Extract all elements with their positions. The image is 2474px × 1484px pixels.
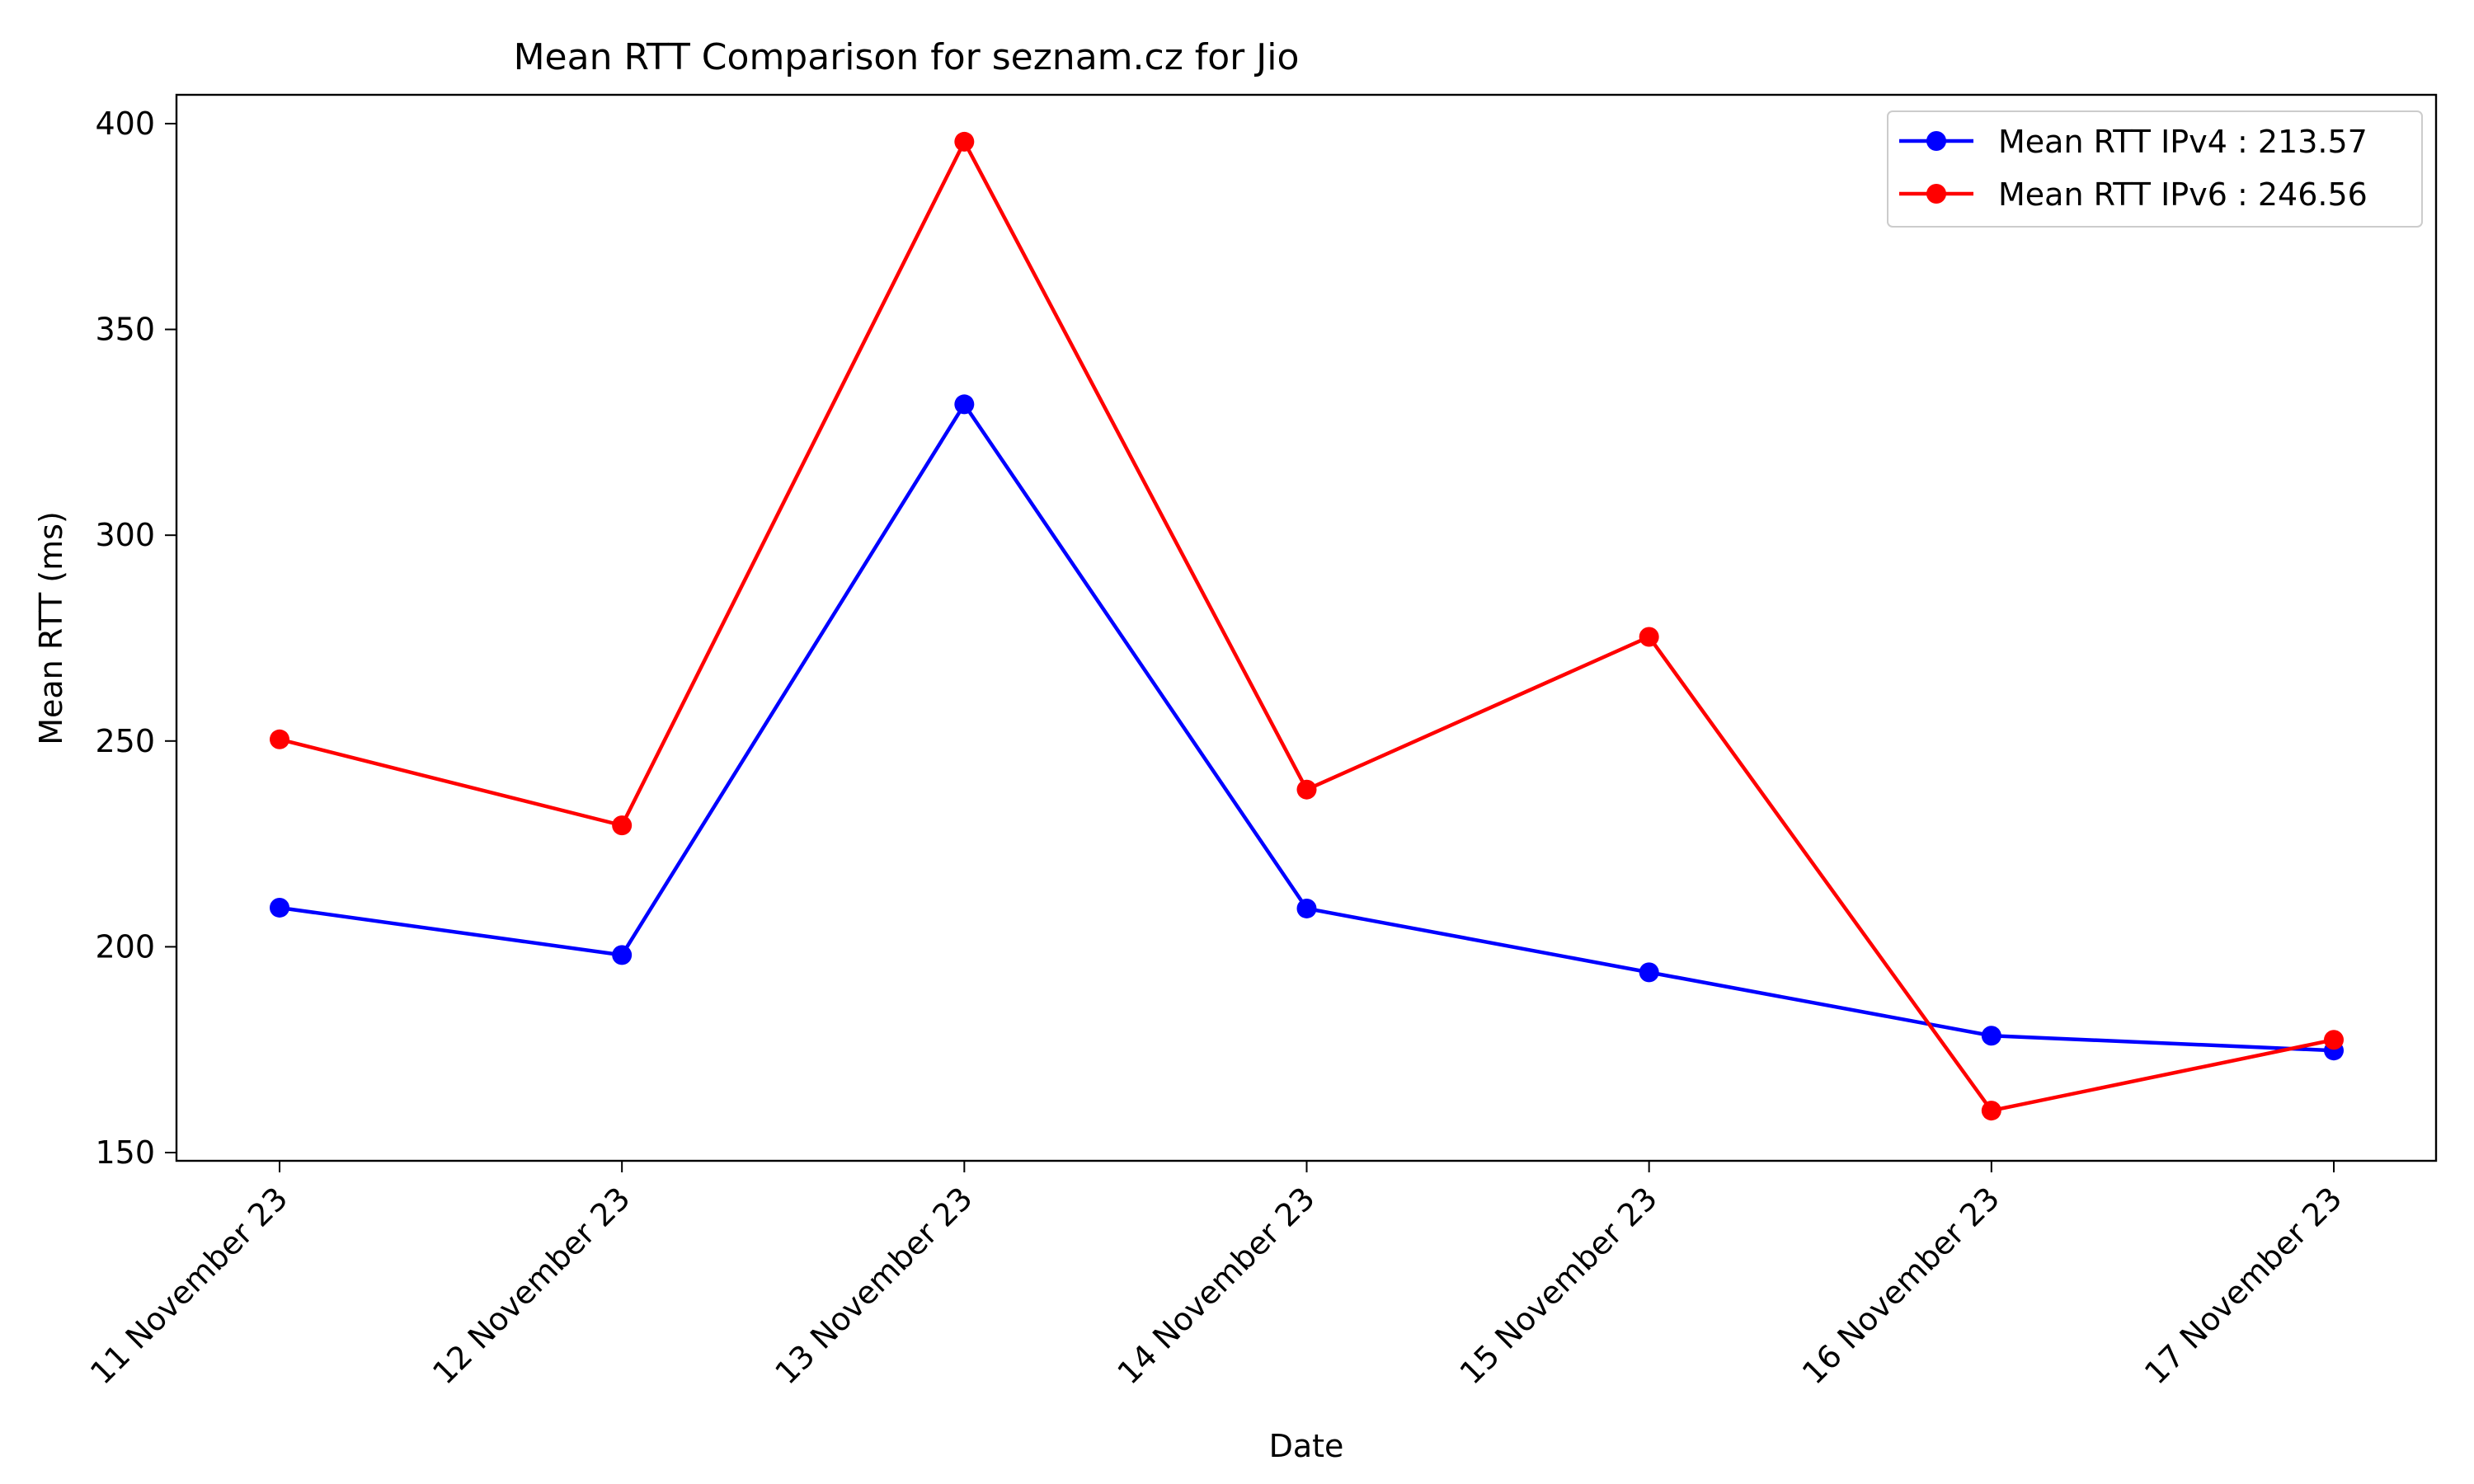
y-axis: 150 200 250 300 350 400 bbox=[95, 106, 176, 1171]
legend: Mean RTT IPv4 : 213.57 Mean RTT IPv6 : 24… bbox=[1887, 110, 2423, 228]
legend-marker bbox=[1926, 184, 1946, 204]
y-tick-label: 150 bbox=[95, 1134, 155, 1171]
data-point bbox=[2324, 1030, 2344, 1050]
y-tick-label: 400 bbox=[95, 106, 155, 142]
y-tick-label: 300 bbox=[95, 517, 155, 553]
data-point bbox=[612, 945, 633, 965]
data-point bbox=[1296, 898, 1317, 918]
data-point bbox=[1981, 1026, 2001, 1046]
data-point bbox=[1981, 1101, 2001, 1121]
data-point bbox=[270, 897, 289, 918]
x-axis-label: Date bbox=[1269, 1428, 1344, 1464]
y-tick-label: 350 bbox=[95, 312, 155, 348]
data-point bbox=[270, 729, 289, 749]
y-tick-label: 250 bbox=[95, 723, 155, 759]
data-point bbox=[1639, 962, 1659, 983]
chart-title: Mean RTT Comparison for seznam.cz for Ji… bbox=[514, 36, 1300, 78]
data-point bbox=[954, 394, 975, 415]
data-point bbox=[1639, 627, 1659, 647]
legend-marker bbox=[1926, 131, 1946, 151]
y-tick-label: 200 bbox=[95, 928, 155, 965]
data-point bbox=[954, 131, 975, 152]
legend-label: Mean RTT IPv4 : 213.57 bbox=[1998, 124, 2368, 160]
series-layer bbox=[270, 131, 2344, 1121]
data-point bbox=[612, 815, 633, 836]
y-axis-label: Mean RTT (ms) bbox=[33, 511, 69, 745]
legend-label: Mean RTT IPv6 : 246.56 bbox=[1998, 176, 2368, 213]
data-point bbox=[1296, 779, 1317, 800]
legend-box bbox=[1887, 110, 2423, 228]
